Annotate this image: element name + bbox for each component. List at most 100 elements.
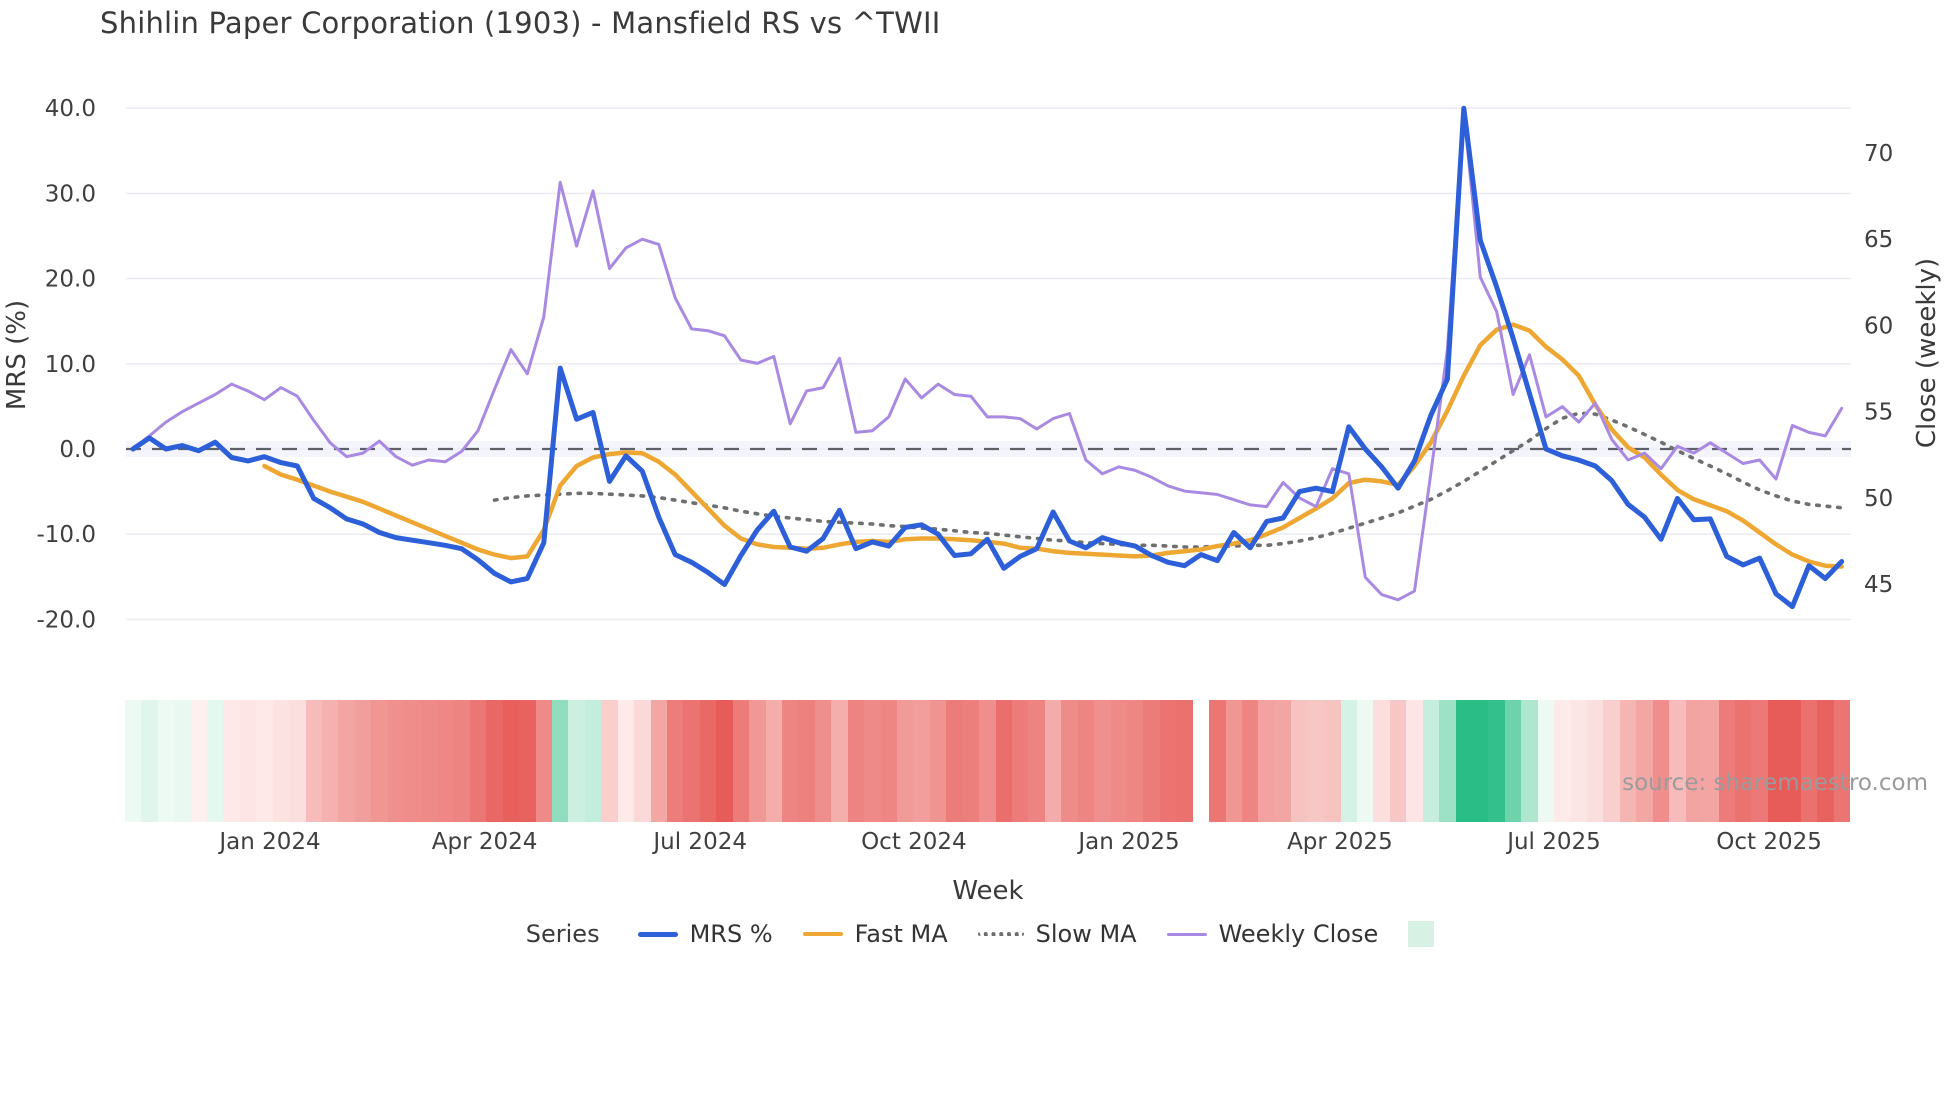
legend-item-fast-ma[interactable]: Fast MA	[802, 920, 948, 948]
legend-item-mrs-[interactable]: MRS %	[637, 920, 773, 948]
y-right-tick-label: 70	[1864, 141, 1893, 167]
heatmap-cell	[157, 700, 175, 822]
series-line-slow-ma[interactable]	[492, 411, 1844, 549]
y-left-tick-label: 40.0	[45, 96, 96, 122]
heatmap-cell	[765, 700, 783, 822]
x-axis-title: Week	[952, 876, 1024, 906]
heatmap-cell	[962, 700, 980, 822]
heatmap-cell	[1159, 700, 1177, 822]
x-tick-label: Apr 2025	[1287, 829, 1393, 855]
heatmap-cell	[650, 700, 668, 822]
x-tick-label: Jan 2024	[219, 829, 321, 855]
heatmap-cell	[1044, 700, 1062, 822]
series-line-weekly-close[interactable]	[131, 110, 1844, 602]
heatmap-cell	[436, 700, 454, 822]
x-tick-label: Jan 2025	[1078, 829, 1180, 855]
heatmap-cell	[1012, 700, 1029, 822]
heatmap-cell	[946, 700, 964, 822]
legend-item-weekly-close[interactable]: Weekly Close	[1166, 920, 1379, 948]
heatmap-cell	[864, 700, 881, 822]
legend: Series MRS % Fast MA Slow MA Weekly Close	[0, 920, 1960, 948]
heatmap-cell	[1209, 700, 1226, 822]
y-right-tick-label: 60	[1864, 313, 1893, 339]
series-line-fast-ma[interactable]	[262, 322, 1844, 569]
heatmap-cell	[1077, 700, 1095, 822]
heatmap-cell	[1028, 700, 1046, 822]
heatmap-cell	[190, 700, 208, 822]
heatmap-cell	[699, 700, 717, 822]
heatmap-cell	[1833, 700, 1851, 822]
heatmap-cell	[683, 700, 701, 822]
heatmap-cell	[420, 700, 438, 822]
heatmap-cell	[1784, 700, 1802, 822]
y-right-tick-label: 55	[1864, 400, 1893, 426]
heatmap-cell	[141, 700, 159, 822]
heatmap-cell	[1258, 700, 1276, 822]
heatmap-cell	[174, 700, 191, 822]
heatmap-cell	[1242, 700, 1259, 822]
heatmap-cell	[1685, 700, 1703, 822]
x-tick-label: Jul 2024	[653, 829, 747, 855]
y-left-tick-label: 0.0	[59, 437, 96, 463]
heatmap-cell	[1455, 700, 1473, 822]
heatmap-cell	[913, 700, 931, 822]
heatmap-cell	[1800, 700, 1818, 822]
heatmap-cell	[1619, 700, 1637, 822]
y-right-tick-label: 65	[1864, 227, 1893, 253]
heatmap-cell	[897, 700, 914, 822]
heatmap-cell	[223, 700, 241, 822]
heatmap-cell	[453, 700, 471, 822]
heatmap-cell	[814, 700, 832, 822]
plot-area[interactable]: 40.0 30.0 20.0 10.0 0.0 -10.0 -20.0 70 65 60 55 50 4…	[0, 0, 1960, 672]
heatmap-cell	[535, 700, 553, 822]
heatmap-cell	[404, 700, 421, 822]
series-line-mrs-[interactable]	[130, 105, 1845, 610]
heatmap-cell	[1143, 700, 1161, 822]
y-left-tick-label: 10.0	[45, 352, 96, 378]
heatmap-cell	[1307, 700, 1325, 822]
heatmap-cell	[1751, 700, 1769, 822]
heatmap-cell	[1406, 700, 1424, 822]
legend-swatch	[637, 931, 678, 937]
heatmap-cell	[1521, 700, 1539, 822]
heatmap-cell	[1061, 700, 1079, 822]
legend-heatmap-swatch	[1408, 921, 1435, 947]
heatmap-cell	[289, 700, 306, 822]
heatmap-cell	[1504, 700, 1522, 822]
legend-item-slow-ma[interactable]: Slow MA	[977, 920, 1137, 948]
heatmap-cell	[831, 700, 849, 822]
y-left-tick-label: 30.0	[45, 181, 96, 207]
heatmap-cell	[469, 700, 487, 822]
heatmap-cell	[1176, 700, 1194, 822]
heatmap-cell	[239, 700, 257, 822]
heatmap-cell	[781, 700, 799, 822]
legend-title: Series	[525, 920, 600, 948]
heatmap-cell	[1652, 700, 1670, 822]
legend-item-label: Weekly Close	[1218, 920, 1379, 948]
heatmap-cell	[1767, 700, 1785, 822]
heatmap-cell	[1587, 700, 1604, 822]
heatmap-cell	[1094, 700, 1111, 822]
legend-items: MRS % Fast MA Slow MA Weekly Close	[637, 920, 1435, 948]
x-tick-label: Apr 2024	[431, 829, 538, 855]
heatmap-cell	[321, 700, 339, 822]
heatmap-cell	[272, 700, 290, 822]
heatmap-cell	[1127, 700, 1144, 822]
heatmap-cell	[1570, 700, 1588, 822]
heatmap-cell	[1291, 700, 1309, 822]
x-tick-label: Jul 2025	[1507, 829, 1601, 855]
heatmap-cell	[749, 700, 766, 822]
chart-title: Shihlin Paper Corporation (1903) - Mansf…	[100, 6, 941, 40]
heatmap-cell	[1537, 700, 1555, 822]
heatmap-cell	[1702, 700, 1719, 822]
heatmap-cell	[338, 700, 356, 822]
legend-swatch	[802, 932, 843, 936]
heatmap-cell	[1357, 700, 1374, 822]
heatmap-cell	[716, 700, 734, 822]
heatmap-cell	[1817, 700, 1834, 822]
heatmap-cell	[1554, 700, 1572, 822]
heatmap-cell	[124, 700, 142, 822]
heatmap-cell	[354, 700, 372, 822]
legend-item-label: MRS %	[689, 920, 773, 948]
heatmap-cell	[1110, 700, 1128, 822]
